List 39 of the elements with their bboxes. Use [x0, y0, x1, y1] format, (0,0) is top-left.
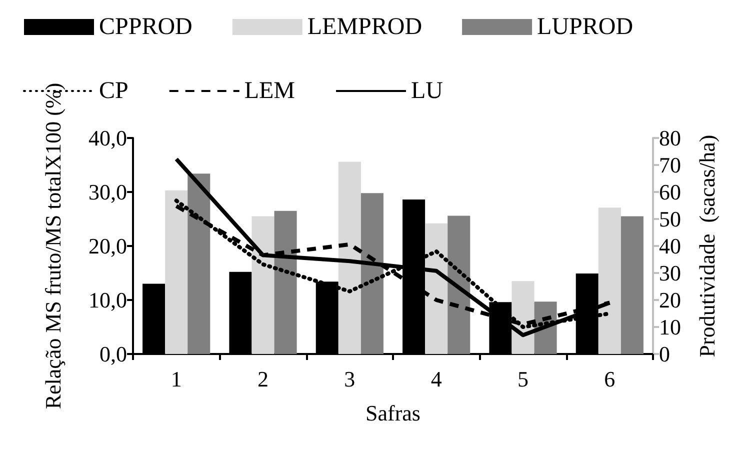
y-tick-label: 30,0 — [88, 180, 127, 204]
legend-label: LEM — [244, 78, 296, 104]
x-tick-label: 1 — [170, 366, 182, 392]
x-tick-label: 4 — [430, 366, 442, 392]
bar — [620, 216, 644, 354]
bar — [448, 216, 470, 354]
legend-label: CPPROD — [99, 14, 192, 40]
y2-tick-label: 40 — [659, 234, 681, 258]
y2-tick-label: 20 — [659, 288, 681, 312]
x-tick-label: 2 — [258, 366, 268, 392]
bar — [425, 223, 448, 354]
y2-tick-label: 60 — [659, 180, 681, 204]
y2-tick-label: 80 — [659, 126, 681, 150]
y-tick-label: 0,0 — [100, 342, 127, 366]
y-tick-label: 20,0 — [88, 234, 127, 258]
y2-tick-label: 50 — [659, 206, 681, 232]
x-tick-label: 6 — [604, 366, 616, 392]
y2-axis-title: Produtividade (sacas/ha) — [694, 134, 720, 358]
bar — [188, 174, 210, 354]
legend-label: LU — [411, 78, 444, 104]
x-tick-label: 5 — [518, 366, 528, 392]
bar — [252, 216, 274, 354]
bar — [360, 193, 384, 354]
y2-tick-label: 10 — [659, 314, 681, 340]
legend-label: LUPROD — [537, 14, 634, 40]
bar — [165, 190, 188, 354]
bar — [598, 208, 621, 354]
y-axis-title: Relação MS fruto/MS totalX100 (%) — [40, 82, 66, 410]
y2-tick-label: 0 — [659, 342, 670, 366]
y2-tick-label: 30 — [659, 260, 681, 286]
y-tick-label: 40,0 — [88, 126, 127, 150]
legend-label: LEMPROD — [307, 14, 422, 40]
bar — [274, 210, 297, 354]
legend-label: CP — [99, 78, 128, 104]
x-axis-title: Safras — [366, 400, 420, 426]
x-tick-label: 3 — [344, 366, 356, 392]
bar — [338, 162, 361, 354]
y2-tick-label: 70 — [659, 152, 681, 178]
y-tick-label: 10,0 — [88, 288, 127, 312]
